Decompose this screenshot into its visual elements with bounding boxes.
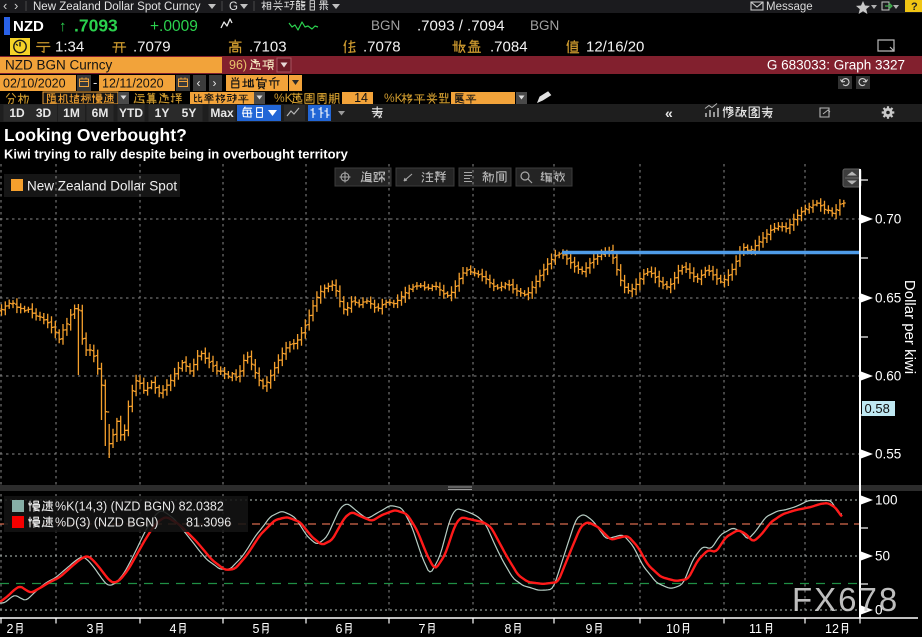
svg-text:+.0009: +.0009 (150, 18, 198, 35)
svg-text:.7084: .7084 (490, 39, 528, 56)
svg-text:4: 4 (170, 622, 177, 636)
svg-text:3D: 3D (36, 106, 52, 120)
svg-text:1M: 1M (63, 106, 80, 120)
svg-text:7: 7 (419, 622, 426, 636)
svg-text:0.60: 0.60 (875, 369, 901, 384)
svg-text:0.58: 0.58 (865, 401, 890, 416)
svg-text:1Y: 1Y (155, 106, 170, 120)
svg-text:0.70: 0.70 (875, 212, 901, 227)
svg-text:‹: ‹ (197, 76, 201, 90)
svg-text:11: 11 (749, 622, 762, 636)
svg-text:12: 12 (825, 622, 839, 636)
svg-text:«: « (665, 105, 673, 121)
svg-text:↑: ↑ (59, 18, 67, 35)
svg-text:0: 0 (875, 603, 883, 618)
svg-text:96): 96) (229, 58, 247, 72)
svg-text:%K(14,3) (NZD BGN) 82.0382: %K(14,3) (NZD BGN) 82.0382 (55, 500, 224, 514)
svg-text:9: 9 (586, 622, 593, 636)
svg-text:3: 3 (87, 622, 94, 636)
svg-text:G 683033: Graph 3327: G 683033: Graph 3327 (767, 58, 905, 73)
svg-text:BGN: BGN (530, 18, 559, 33)
svg-text:10: 10 (666, 622, 680, 636)
svg-text:%K: %K (384, 91, 403, 105)
svg-text:Max: Max (210, 106, 234, 120)
svg-text:%K: %K (274, 91, 293, 105)
svg-text:.7093: .7093 (74, 16, 118, 36)
svg-text:12/11/2020: 12/11/2020 (102, 77, 164, 91)
svg-text:-: - (93, 75, 97, 90)
svg-text:1D: 1D (9, 106, 25, 120)
svg-text:.7103: .7103 (249, 39, 287, 56)
svg-text:Kiwi trying to rally despite b: Kiwi trying to rally despite being in ov… (4, 147, 349, 162)
svg-text:100: 100 (875, 493, 898, 508)
svg-text:6M: 6M (92, 106, 109, 120)
svg-text:02/10/2020: 02/10/2020 (3, 77, 66, 91)
svg-text:YTD: YTD (119, 106, 143, 120)
svg-text:8: 8 (505, 622, 512, 636)
svg-text:Message: Message (766, 1, 813, 13)
svg-text:1:34: 1:34 (55, 39, 84, 56)
svg-text:12/16/20: 12/16/20 (586, 39, 644, 56)
svg-text:BGN: BGN (371, 18, 400, 33)
svg-text:‹: ‹ (3, 0, 7, 13)
svg-text:.7078: .7078 (363, 39, 401, 56)
svg-text:›: › (14, 0, 18, 13)
svg-text:14: 14 (354, 91, 368, 105)
svg-text:Looking Overbought?: Looking Overbought? (4, 125, 187, 145)
svg-text:NZD BGN Curncy: NZD BGN Curncy (5, 58, 113, 73)
svg-text:?: ? (911, 1, 918, 13)
svg-text:5: 5 (253, 622, 260, 636)
svg-text:6: 6 (336, 622, 343, 636)
svg-text:›: › (213, 76, 217, 90)
svg-text:New Zealand Dollar Spot Curncy: New Zealand Dollar Spot Curncy (33, 1, 201, 13)
svg-text:.7093 / .7094: .7093 / .7094 (417, 18, 505, 35)
svg-text:NZD: NZD (13, 18, 44, 35)
svg-text:.7079: .7079 (133, 39, 171, 56)
svg-text:%D(3) (NZD BGN): %D(3) (NZD BGN) (55, 516, 158, 530)
svg-text:81.3096: 81.3096 (186, 516, 231, 530)
svg-text:50: 50 (875, 549, 890, 564)
svg-text:2: 2 (7, 622, 14, 636)
svg-text:0.55: 0.55 (875, 447, 901, 462)
svg-text:FX678: FX678 (792, 581, 899, 618)
svg-text:Dollar per kiwi: Dollar per kiwi (901, 280, 918, 374)
svg-text:G: G (229, 1, 238, 13)
svg-text:5Y: 5Y (182, 106, 197, 120)
svg-text:0.65: 0.65 (875, 291, 901, 306)
svg-text:New Zealand Dollar Spot: New Zealand Dollar Spot (27, 179, 177, 194)
